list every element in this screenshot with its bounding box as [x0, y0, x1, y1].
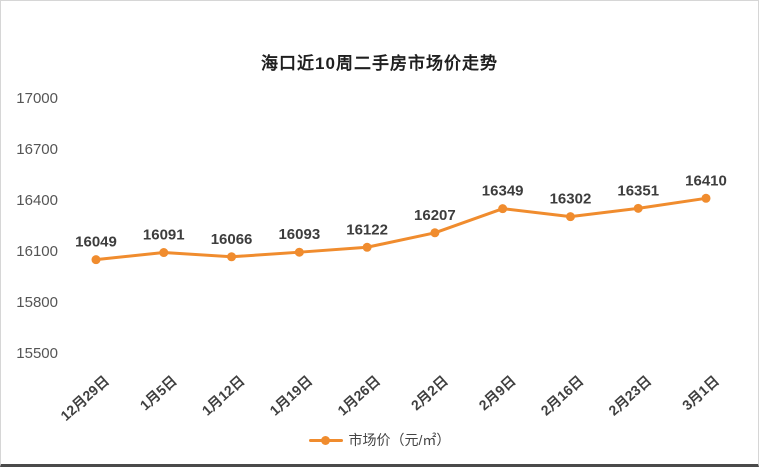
data-point-label: 16302 — [550, 191, 592, 208]
x-tick-label: 1月12日 — [199, 372, 248, 418]
data-point-label: 16049 — [75, 234, 117, 251]
data-point-label: 16410 — [685, 172, 727, 189]
data-point-marker — [430, 228, 440, 238]
x-tick-label: 12月29日 — [57, 372, 112, 423]
data-point-marker — [294, 247, 304, 257]
y-tick-label: 15800 — [16, 294, 58, 311]
y-tick-label: 16100 — [16, 243, 58, 260]
x-tick-label: 2月23日 — [605, 372, 654, 418]
legend-label: 市场价（元/㎡） — [348, 432, 451, 448]
data-point-marker — [227, 252, 237, 262]
x-tick-label: 1月5日 — [137, 372, 180, 413]
chart-title: 海口近10周二手房市场价走势 — [261, 54, 498, 73]
data-point-marker — [633, 203, 643, 213]
data-point-label: 16066 — [211, 231, 253, 248]
price-line — [94, 196, 708, 262]
line-chart: 17000 16700 16400 16100 15800 15500 16049 16091… — [16, 90, 727, 424]
x-tick-label: 2月9日 — [476, 372, 519, 413]
data-point-label: 16122 — [346, 221, 388, 238]
x-tick-label: 3月1日 — [679, 372, 722, 413]
data-point-label: 16349 — [482, 183, 524, 200]
data-point-marker — [565, 212, 575, 222]
data-point-marker — [498, 204, 508, 214]
x-tick-label: 1月26日 — [334, 372, 383, 418]
y-tick-label: 17000 — [16, 90, 58, 107]
data-point-marker — [362, 242, 372, 252]
data-point-marker — [701, 193, 711, 203]
legend: 市场价（元/㎡） — [1, 430, 758, 450]
data-point-marker — [159, 248, 169, 258]
data-point-label: 16207 — [414, 207, 456, 224]
legend-line-icon — [308, 435, 343, 445]
x-tick-label: 2月16日 — [538, 372, 587, 418]
data-point-marker — [91, 255, 101, 265]
y-tick-label: 16700 — [16, 141, 58, 158]
data-point-label: 16091 — [143, 227, 185, 244]
y-tick-label: 15500 — [16, 345, 58, 362]
y-tick-label: 16400 — [16, 192, 58, 209]
x-tick-label: 1月19日 — [266, 372, 315, 418]
x-tick-label: 2月2日 — [408, 372, 451, 413]
data-point-label: 16093 — [278, 226, 320, 243]
data-point-label: 16351 — [617, 182, 659, 199]
